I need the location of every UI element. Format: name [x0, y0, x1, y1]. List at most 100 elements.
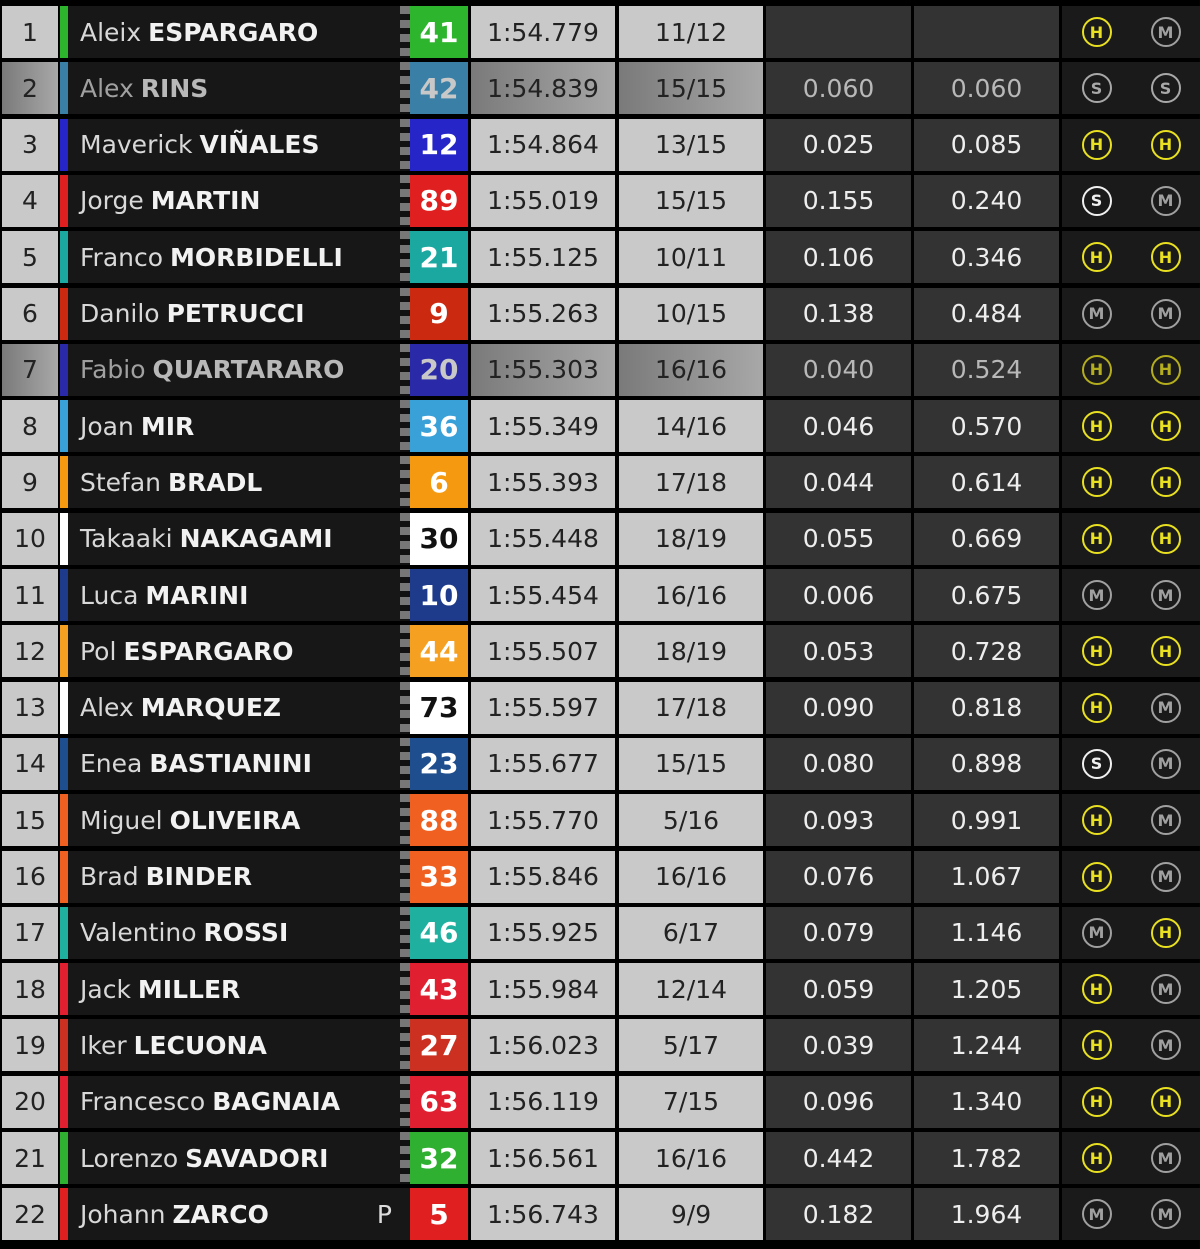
position-cell: 13 [2, 681, 58, 734]
table-row[interactable]: 2 Alex RINS 42 1:54.839 15/15 0.060 0.060 S S [0, 62, 1200, 115]
table-row[interactable]: 8 Joan MIR 36 1:55.349 14/16 0.046 0.570 H H [0, 400, 1200, 453]
rider-first-name: Jorge [80, 186, 144, 216]
team-color-stripe [60, 737, 68, 790]
position-cell: 5 [2, 231, 58, 284]
gap-to-previous: 0.155 [766, 174, 911, 227]
rider-last-name: QUARTARARO [152, 355, 345, 385]
table-row[interactable]: 16 Brad BINDER 33 1:55.846 16/16 0.076 1.067 H M [0, 850, 1200, 903]
rear-tyre-m-icon: M [1150, 748, 1181, 779]
table-row[interactable]: 10 Takaaki NAKAGAMI 30 1:55.448 18/19 0.055 0.6… [0, 512, 1200, 565]
table-row[interactable]: 1 Aleix ESPARGARO 41 1:54.779 11/12 H M [0, 6, 1200, 58]
table-row[interactable]: 12 Pol ESPARGARO 44 1:55.507 18/19 0.053 0.728 H… [0, 625, 1200, 678]
table-row[interactable]: 22 Johann ZARCO P 5 1:56.743 9/9 0.182 1.964 M M [0, 1188, 1200, 1241]
rider-first-name: Johann [80, 1199, 166, 1229]
rider-last-name: VIÑALES [199, 130, 320, 160]
gap-to-leader [914, 6, 1059, 58]
rider-first-name: Enea [80, 749, 143, 779]
gap-to-leader: 0.991 [914, 794, 1059, 847]
lap-time: 1:55.925 [471, 906, 615, 959]
rider-last-name: BRADL [168, 467, 263, 497]
position-cell: 4 [2, 174, 58, 227]
front-tyre-s-icon: S [1081, 748, 1112, 779]
rider-last-name: MARINI [145, 580, 249, 610]
position-cell: 9 [2, 456, 58, 509]
table-row[interactable]: 13 Alex MARQUEZ 73 1:55.597 17/18 0.090 0.818 H M [0, 681, 1200, 734]
front-tyre-s-icon: S [1081, 73, 1112, 104]
checkered-flag-marker [400, 62, 410, 115]
rider-name: Brad BINDER [68, 850, 400, 903]
table-row[interactable]: 4 Jorge MARTIN 89 1:55.019 15/15 0.155 0.240 S M [0, 174, 1200, 227]
table-row[interactable]: 14 Enea BASTIANINI 23 1:55.677 15/15 0.080 0.89… [0, 737, 1200, 790]
rider-last-name: MARQUEZ [140, 693, 282, 723]
gap-to-previous: 0.080 [766, 737, 911, 790]
rider-number-badge: 89 [410, 174, 468, 227]
rider-last-name: MARTIN [150, 186, 261, 216]
gap-to-leader: 0.085 [914, 118, 1059, 171]
table-row[interactable]: 20 Francesco BAGNAIA 63 1:56.119 7/15 0.096 1.3… [0, 1075, 1200, 1128]
table-row[interactable]: 3 Maverick VIÑALES 12 1:54.864 13/15 0.025 0.08… [0, 118, 1200, 171]
laps-count: 15/15 [619, 174, 763, 227]
front-tyre-m-icon: M [1081, 580, 1112, 610]
rider-first-name: Danilo [80, 299, 160, 328]
table-row[interactable]: 18 Jack MILLER 43 1:55.984 12/14 0.059 1.205 H M [0, 963, 1200, 1016]
rear-tyre-m-icon: M [1150, 692, 1181, 723]
gap-to-previous: 0.040 [766, 343, 911, 396]
laps-count: 5/17 [619, 1019, 763, 1072]
table-row[interactable]: 9 Stefan BRADL 6 1:55.393 17/18 0.044 0.614 H H [0, 456, 1200, 509]
rear-tyre-h-icon: H [1150, 917, 1181, 948]
gap-to-previous: 0.060 [766, 62, 911, 115]
front-tyre-h-icon: H [1081, 861, 1112, 892]
rider-number-badge: 36 [410, 400, 468, 453]
table-row[interactable]: 6 Danilo PETRUCCI 9 1:55.263 10/15 0.138 0.484 M… [0, 287, 1200, 340]
checkered-flag-marker [400, 456, 410, 509]
front-tyre-m-icon: M [1081, 917, 1112, 948]
front-tyre-h-icon: H [1081, 242, 1112, 273]
table-row[interactable]: 15 Miguel OLIVEIRA 88 1:55.770 5/16 0.093 0.991… [0, 794, 1200, 847]
rider-number-badge: 32 [410, 1132, 468, 1184]
gap-to-previous: 0.079 [766, 906, 911, 959]
front-tyre-h-icon: H [1081, 411, 1112, 442]
rider-number-badge: 30 [410, 512, 468, 565]
rider-number-badge: 42 [410, 62, 468, 115]
table-row[interactable]: 11 Luca MARINI 10 1:55.454 16/16 0.006 0.675 M M [0, 569, 1200, 621]
gap-to-previous: 0.044 [766, 456, 911, 509]
rider-name: Francesco BAGNAIA [68, 1075, 400, 1128]
rider-first-name: Alex [80, 73, 134, 103]
position-cell: 22 [2, 1188, 58, 1241]
gap-to-previous: 0.093 [766, 794, 911, 847]
checkered-flag-marker [400, 1019, 410, 1072]
table-row[interactable]: 17 Valentino ROSSI 46 1:55.925 6/17 0.079 1.146… [0, 906, 1200, 959]
rider-name: Jorge MARTIN [68, 174, 400, 227]
table-row[interactable]: 7 Fabio QUARTARARO 20 1:55.303 16/16 0.040 0.52… [0, 343, 1200, 396]
position-cell: 15 [2, 794, 58, 847]
rear-tyre-h-icon: H [1150, 129, 1181, 160]
checkered-flag-marker [400, 681, 410, 734]
laps-count: 12/14 [619, 963, 763, 1016]
lap-time: 1:55.454 [471, 569, 615, 621]
table-row[interactable]: 5 Franco MORBIDELLI 21 1:55.125 10/11 0.106 0.3… [0, 231, 1200, 284]
laps-count: 6/17 [619, 906, 763, 959]
position-cell: 21 [2, 1132, 58, 1184]
rider-name: Miguel OLIVEIRA [68, 794, 400, 847]
rider-first-name: Pol [80, 636, 117, 666]
rider-name: Danilo PETRUCCI [68, 287, 400, 340]
team-color-stripe [60, 794, 68, 847]
table-row[interactable]: 19 Iker LECUONA 27 1:56.023 5/17 0.039 1.244 H M [0, 1019, 1200, 1072]
checkered-flag-marker [400, 400, 410, 453]
lap-time: 1:56.743 [471, 1188, 615, 1241]
table-row[interactable]: 21 Lorenzo SAVADORI 32 1:56.561 16/16 0.442 1.7… [0, 1132, 1200, 1184]
rider-name: Pol ESPARGARO [68, 625, 400, 678]
position-cell: 6 [2, 287, 58, 340]
rear-tyre-m-icon: M [1150, 185, 1181, 216]
rider-first-name: Jack [80, 974, 131, 1004]
rider-last-name: MIR [140, 411, 195, 441]
rear-tyre-m-icon: M [1150, 861, 1181, 892]
rider-number-badge: 43 [410, 963, 468, 1016]
rider-first-name: Luca [80, 580, 139, 610]
rider-number-badge: 33 [410, 850, 468, 903]
checkered-flag-marker [400, 569, 410, 621]
rider-last-name: OLIVEIRA [169, 805, 301, 835]
laps-count: 16/16 [619, 569, 763, 621]
